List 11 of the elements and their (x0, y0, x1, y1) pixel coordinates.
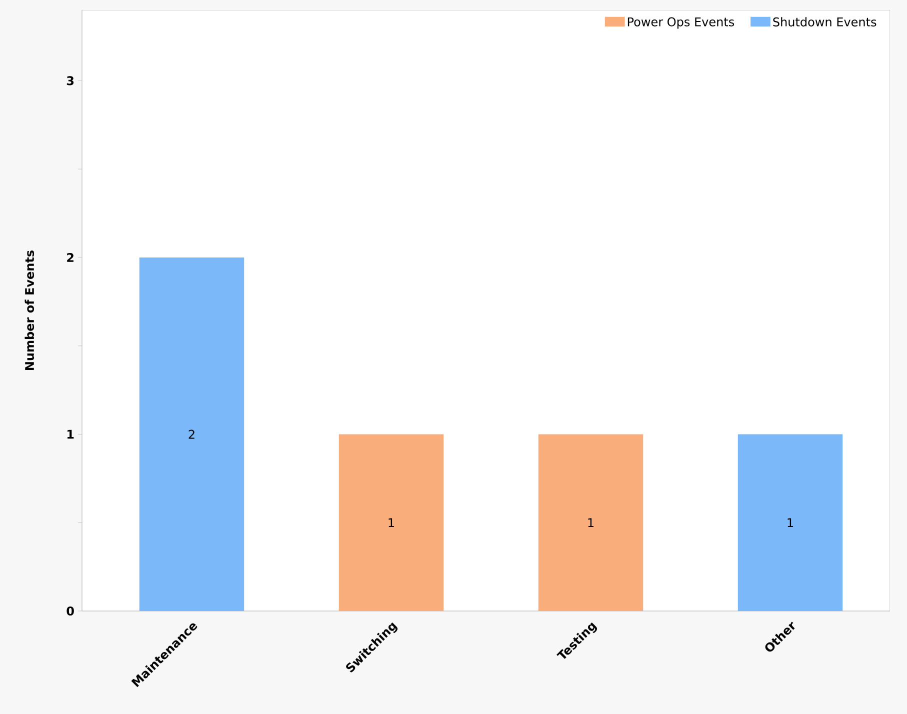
y-tick-label: 0 (66, 606, 74, 616)
y-tick-label: 1 (68, 430, 74, 439)
data-label: 2 (188, 430, 194, 439)
data-label: 1 (788, 518, 793, 527)
y-tick-label: 2 (67, 253, 74, 262)
data-label: 1 (588, 518, 594, 527)
legend-label: Power Ops Events (628, 17, 734, 29)
y-tick-label: 3 (66, 76, 74, 86)
y-axis-title: Number of Events (24, 250, 34, 370)
data-label: 1 (388, 518, 394, 527)
legend-label: Shutdown Events (773, 17, 876, 26)
